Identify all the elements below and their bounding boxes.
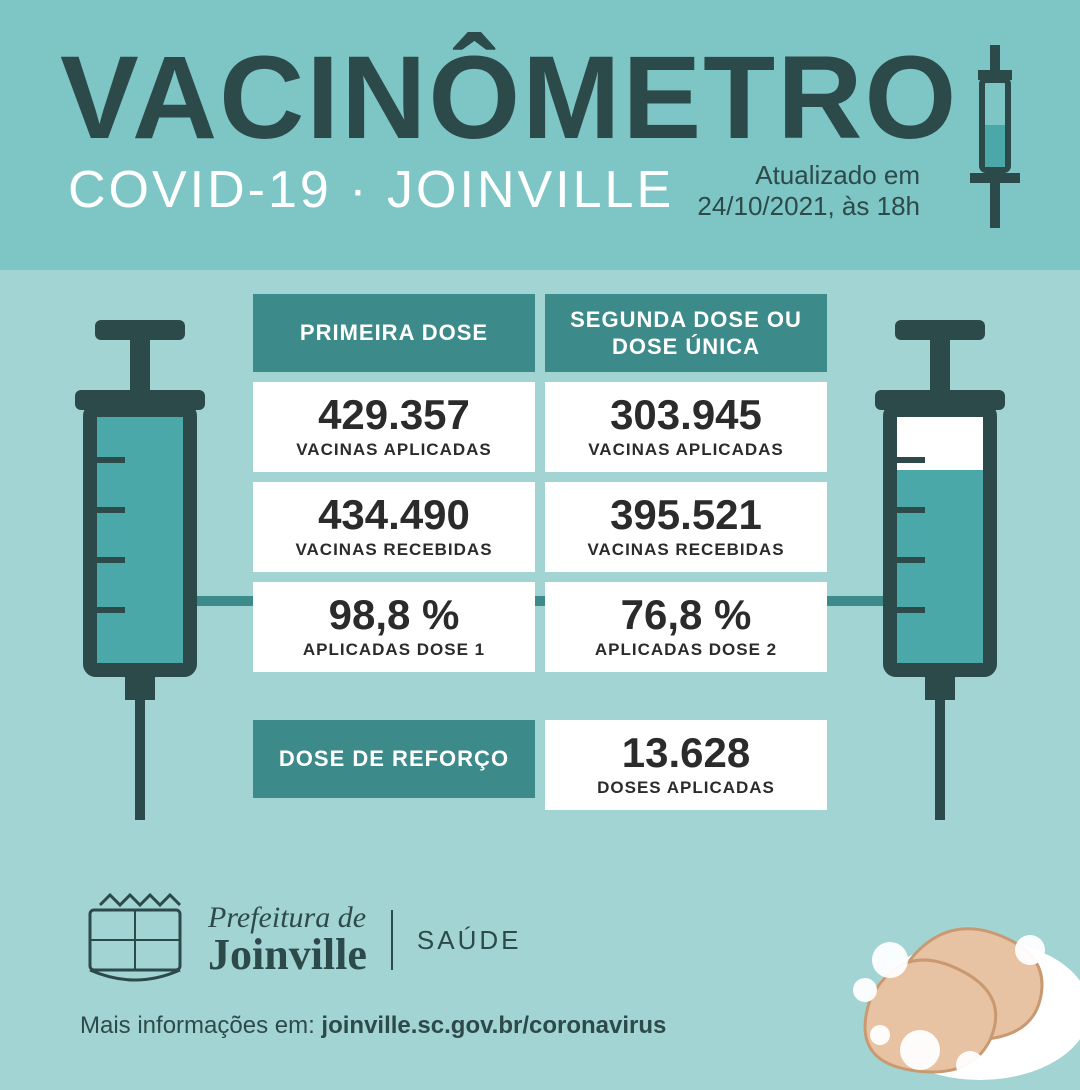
brand-block: Prefeitura de Joinville SAÚDE [80, 890, 521, 990]
booster-data: 13.628 DOSES APLICADAS [545, 720, 827, 810]
dose2-applied-label: VACINAS APLICADAS [551, 440, 821, 460]
org-line2: Joinville [208, 933, 367, 977]
dose1-applied-label: VACINAS APLICADAS [259, 440, 529, 460]
dose1-received-label: VACINAS RECEBIDAS [259, 540, 529, 560]
booster-header: DOSE DE REFORÇO [253, 720, 535, 798]
dose2-received: 395.521 VACINAS RECEBIDAS [545, 482, 827, 572]
booster-row: DOSE DE REFORÇO 13.628 DOSES APLICADAS [253, 720, 827, 810]
dose2-received-value: 395.521 [551, 494, 821, 536]
dose1-pct-label: APLICADAS DOSE 1 [259, 640, 529, 660]
updated-label: Atualizado em [755, 160, 920, 190]
booster-label: DOSES APLICADAS [551, 778, 821, 798]
footer: Prefeitura de Joinville SAÚDE Mais infor… [0, 840, 1080, 1080]
brand-divider [391, 910, 393, 970]
org-line1: Prefeitura de [208, 903, 367, 933]
crest-icon [80, 890, 190, 990]
dose1-received: 434.490 VACINAS RECEBIDAS [253, 482, 535, 572]
dose2-applied: 303.945 VACINAS APLICADAS [545, 382, 827, 472]
dose2-pct-value: 76,8 % [551, 594, 821, 636]
dose1-applied-value: 429.357 [259, 394, 529, 436]
syringe-left-icon [40, 320, 240, 845]
dose2-applied-value: 303.945 [551, 394, 821, 436]
page-title: VACINÔMETRO [60, 30, 958, 166]
dose1-received-value: 434.490 [259, 494, 529, 536]
dose-table: PRIMEIRA DOSE SEGUNDA DOSE OU DOSE ÚNICA… [253, 294, 827, 682]
dose1-pct: 98,8 % APLICADAS DOSE 1 [253, 582, 535, 672]
booster-value: 13.628 [551, 732, 821, 774]
page-subtitle: COVID-19 · JOINVILLE [68, 160, 674, 220]
dose2-pct: 76,8 % APLICADAS DOSE 2 [545, 582, 827, 672]
dose1-pct-value: 98,8 % [259, 594, 529, 636]
more-url: joinville.sc.gov.br/coronavirus [321, 1012, 666, 1039]
syringe-small-icon [960, 45, 1030, 250]
updated-stamp: Atualizado em 24/10/2021, às 18h [697, 160, 920, 222]
more-info: Mais informações em: joinville.sc.gov.br… [80, 1012, 666, 1040]
dose2-pct-label: APLICADAS DOSE 2 [551, 640, 821, 660]
dose1-header: PRIMEIRA DOSE [253, 294, 535, 372]
dose2-header: SEGUNDA DOSE OU DOSE ÚNICA [545, 294, 827, 372]
updated-value: 24/10/2021, às 18h [697, 191, 920, 221]
dept-label: SAÚDE [417, 925, 522, 956]
handwash-icon [770, 840, 1080, 1090]
more-label: Mais informações em: [80, 1012, 321, 1039]
dose2-received-label: VACINAS RECEBIDAS [551, 540, 821, 560]
syringe-right-icon [840, 320, 1040, 845]
dose1-applied: 429.357 VACINAS APLICADAS [253, 382, 535, 472]
